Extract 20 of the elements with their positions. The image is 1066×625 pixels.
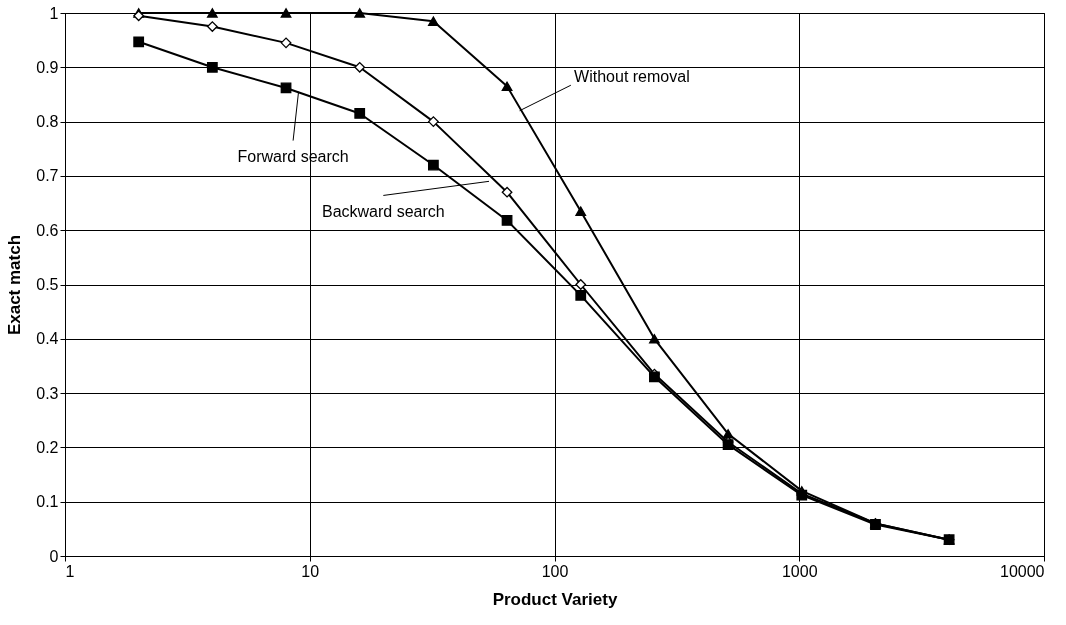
y-tick-label: 0.4: [36, 330, 59, 348]
y-tick-label: 0.7: [36, 167, 59, 185]
x-axis-title: Product Variety: [492, 589, 618, 609]
y-tick-label: 0.6: [36, 221, 59, 239]
annotation: Backward search: [321, 202, 445, 220]
y-axis-title: Exact match: [5, 234, 25, 336]
y-tick-label: 0.2: [36, 438, 59, 456]
y-tick-label: 0.9: [36, 58, 59, 76]
annotation: Without removal: [574, 68, 690, 86]
y-tick-label: 0: [49, 547, 59, 565]
x-tick-label: 1: [65, 562, 75, 580]
x-tick-label: 1000: [781, 562, 818, 580]
x-tick-label: 10: [301, 562, 320, 580]
y-tick-label: 0.3: [36, 384, 59, 402]
x-tick-label: 10000: [1000, 562, 1045, 580]
y-tick-label: 1: [49, 4, 59, 22]
y-tick-label: 0.1: [36, 493, 59, 511]
y-tick-label: 0.8: [36, 113, 59, 131]
y-tick-label: 0.5: [36, 276, 59, 293]
x-tick-label: 100: [541, 562, 569, 580]
